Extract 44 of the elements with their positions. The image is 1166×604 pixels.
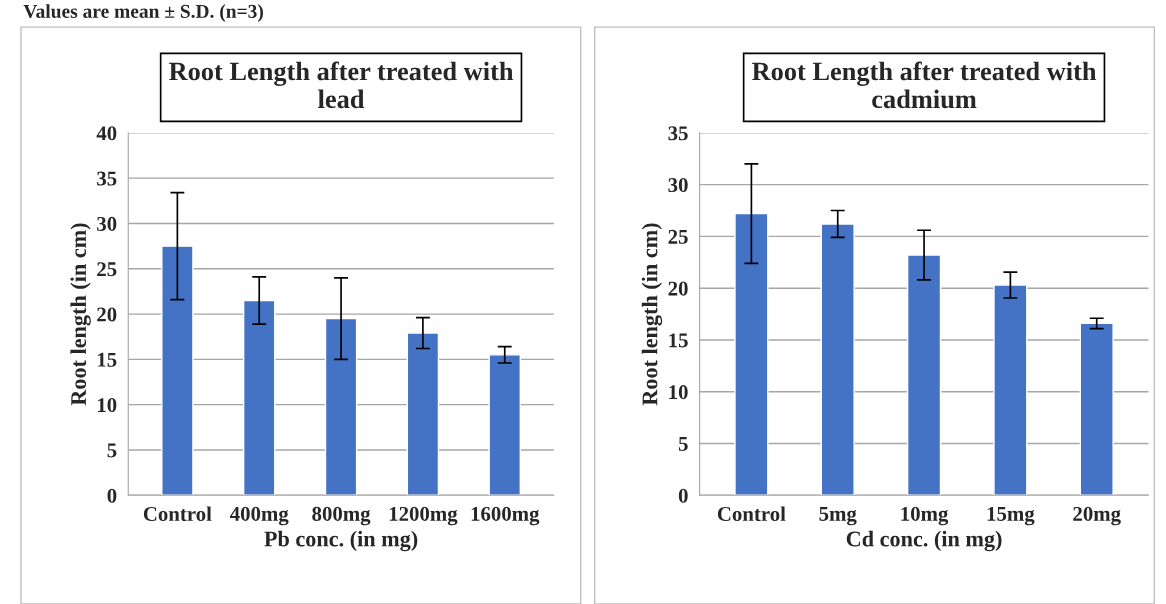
chart-title: Root Length after treated with cadmium [752, 61, 1097, 109]
x-tick-label: 15mg [987, 506, 1035, 526]
y-tick-label: 35 [668, 126, 688, 141]
x-tick-label: 5mg [819, 507, 857, 526]
y-tick-label: 10 [97, 398, 117, 413]
bar [161, 245, 194, 496]
y-tick-label: 15 [669, 333, 688, 348]
bar [820, 223, 855, 496]
bar [906, 254, 942, 496]
x-axis-title: Cd conc. (in mg) [846, 530, 1002, 552]
x-tick-label: 20mg [1073, 506, 1121, 526]
x-tick-label: 1600mg [471, 506, 540, 526]
y-axis-title: Root length (in cm) [70, 223, 91, 406]
y-tick-label: 10 [669, 385, 688, 400]
y-tick-label: 30 [97, 216, 117, 231]
y-tick-label: 20 [97, 307, 117, 322]
bar [1079, 322, 1114, 496]
x-tick-label: 1200mg [389, 506, 458, 526]
bar [993, 284, 1028, 496]
x-tick-label: 400mg [229, 506, 289, 526]
y-tick-label: 5 [107, 443, 117, 458]
x-tick-label: Control [143, 506, 212, 522]
y-tick-label: 40 [96, 126, 117, 141]
x-tick-label: Control [717, 506, 786, 522]
bar [406, 332, 440, 496]
y-tick-label: 30 [668, 178, 688, 193]
y-tick-label: 25 [97, 262, 117, 277]
bar [734, 212, 769, 496]
x-axis-title: Pb conc. (in mg) [264, 530, 418, 552]
bar [488, 354, 521, 496]
bar [242, 299, 276, 496]
bar [324, 317, 358, 496]
y-tick-label: 5 [678, 437, 688, 451]
y-tick-label: 25 [668, 229, 688, 244]
x-tick-label: 800mg [312, 506, 371, 526]
y-tick-label: 35 [97, 171, 117, 186]
y-axis-title: Root length (in cm) [641, 223, 663, 406]
chart-title: Root Length after treated with lead [169, 61, 514, 109]
y-tick-label: 20 [668, 281, 688, 296]
x-tick-label: 10mg [901, 506, 949, 526]
y-tick-label: 0 [107, 488, 117, 503]
y-tick-label: 0 [678, 488, 688, 503]
y-tick-label: 15 [97, 352, 117, 367]
text: Values are mean ± S.D. (n=3) [23, 4, 263, 22]
